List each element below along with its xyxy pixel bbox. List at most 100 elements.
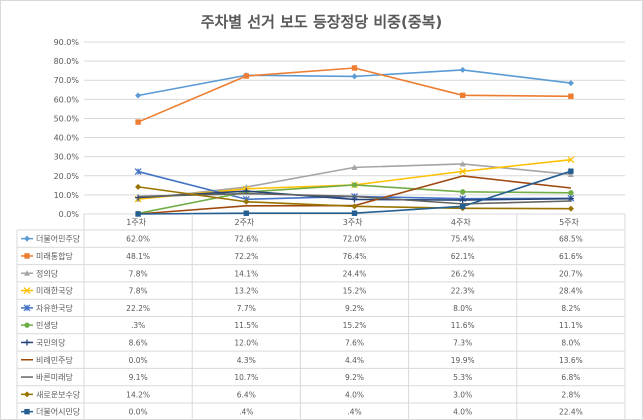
table-cell-value: 19.9% — [451, 356, 475, 365]
table-cell-value: 22.4% — [559, 408, 583, 417]
x-tick-label: 2주차 — [234, 218, 254, 227]
table-cell-value: 11.6% — [451, 321, 475, 330]
y-tick-label: 30.0% — [54, 153, 80, 162]
legend-series-name: 민생당 — [36, 320, 59, 330]
legend-series-name: 비례민주당 — [36, 355, 73, 365]
data-point — [351, 73, 358, 80]
table-cell-value: .4% — [347, 408, 361, 417]
table-cell-value: 15.2% — [343, 287, 367, 296]
table-cell-value: 72.2% — [234, 252, 258, 261]
y-tick-label: 40.0% — [54, 134, 80, 143]
series-line — [138, 192, 571, 205]
table-cell-value: 13.6% — [559, 356, 583, 365]
data-point — [567, 80, 574, 87]
data-point — [135, 92, 142, 99]
data-point — [567, 205, 574, 212]
table-cell-value: 4.0% — [453, 408, 472, 417]
legend-series-name: 자유한국당 — [36, 303, 73, 313]
data-point — [459, 167, 467, 175]
table-cell-value: 68.5% — [559, 235, 583, 244]
table-cell-value: .3% — [131, 321, 145, 330]
data-point — [460, 203, 466, 210]
table-cell-value: 22.3% — [451, 287, 475, 296]
y-tick-label: 0.0% — [59, 210, 80, 219]
data-point — [459, 160, 466, 167]
table-cell-value: 9.2% — [345, 304, 364, 313]
data-point — [351, 164, 358, 170]
legend-series-name: 새로운보수당 — [36, 389, 81, 399]
table-cell-value: 4.4% — [345, 356, 364, 365]
legend-key-marker — [23, 287, 31, 295]
table-cell-value: 0.0% — [129, 408, 148, 417]
data-point — [460, 189, 466, 195]
chart-title: 주차별 선거 보도 등장정당 비중(중복) — [201, 13, 443, 31]
table-cell-value: 76.4% — [343, 252, 367, 261]
table-cell-value: 61.6% — [559, 252, 583, 261]
data-point — [568, 93, 574, 99]
table-cell-value: 8.0% — [561, 338, 580, 347]
data-point — [243, 198, 250, 205]
legend-key-marker — [24, 408, 30, 415]
y-tick-label: 80.0% — [54, 57, 80, 66]
table-cell-value: 8.2% — [561, 304, 580, 313]
table-cell-value: 14.1% — [234, 269, 258, 278]
table-cell-value: 48.1% — [126, 252, 150, 261]
data-point — [135, 119, 141, 125]
table-cell-value: 6.4% — [237, 390, 256, 399]
table-cell-value: 0.0% — [129, 356, 148, 365]
y-tick-label: 20.0% — [54, 172, 80, 181]
data-point — [134, 168, 142, 175]
table-cell-value: 28.4% — [559, 287, 583, 296]
table-cell-value: 10.7% — [234, 373, 258, 382]
legend-series-name: 더불어민주당 — [36, 234, 81, 244]
data-point — [135, 194, 142, 201]
legend-key-marker — [24, 235, 30, 242]
data-point — [351, 182, 358, 188]
legend-key-marker — [24, 322, 30, 328]
table-cell-value: 9.2% — [345, 373, 364, 382]
table-cell-value: 5.3% — [453, 373, 472, 382]
data-point — [567, 156, 575, 164]
data-point — [567, 171, 574, 177]
y-tick-label: 70.0% — [54, 76, 80, 85]
legend-series-name: 국민의당 — [36, 337, 66, 347]
legend-series-name: 정의당 — [36, 268, 59, 278]
legend-key-marker — [24, 253, 30, 259]
x-tick-label: 4주차 — [451, 218, 471, 227]
data-point — [459, 197, 466, 204]
table-cell-value: 4.3% — [237, 356, 256, 365]
data-point — [567, 195, 574, 202]
data-point — [243, 73, 249, 79]
table-cell-value: 6.8% — [561, 373, 580, 382]
table-cell-value: 75.4% — [451, 235, 475, 244]
table-cell-value: 62.1% — [451, 252, 475, 261]
data-point — [351, 65, 358, 71]
table-cell-value: 8.6% — [129, 338, 148, 347]
data-point — [460, 92, 466, 99]
x-tick-label: 5주차 — [559, 218, 579, 227]
legend-key-marker — [24, 391, 30, 398]
table-cell-value: 11.1% — [559, 321, 583, 330]
legend-key-marker — [24, 270, 30, 276]
data-point — [351, 196, 358, 203]
table-cell-value: 72.6% — [234, 235, 258, 244]
legend-key-marker — [23, 304, 31, 312]
data-point — [243, 210, 249, 216]
table-cell-value: 62.0% — [126, 235, 150, 244]
legend-series-name: 더불어시민당 — [36, 407, 81, 417]
table-cell-value: 4.0% — [345, 390, 364, 399]
table-cell-value: 72.0% — [343, 235, 367, 244]
legend-key-marker — [24, 339, 30, 346]
data-point — [135, 183, 142, 190]
data-point — [351, 203, 358, 210]
table-cell-value: 7.8% — [129, 269, 148, 278]
table-cell-value: 15.2% — [343, 321, 367, 330]
table-cell-value: 8.0% — [453, 304, 472, 313]
data-point — [568, 168, 574, 174]
table-cell-value: 12.0% — [234, 338, 258, 347]
y-tick-label: 10.0% — [54, 191, 80, 200]
table-cell-value: 13.2% — [234, 287, 258, 296]
table-cell-value: 7.8% — [129, 287, 148, 296]
